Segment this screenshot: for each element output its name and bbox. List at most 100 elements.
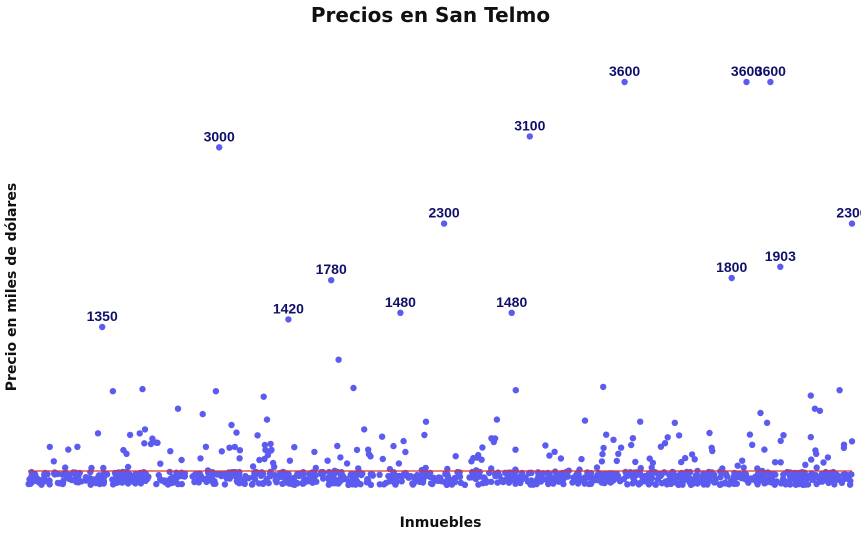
data-point <box>693 476 700 484</box>
data-point <box>488 478 495 485</box>
data-point <box>141 440 148 447</box>
data-point <box>376 471 383 478</box>
data-point <box>766 474 774 481</box>
data-point <box>816 407 824 414</box>
data-point <box>498 478 505 485</box>
data-point <box>615 450 622 457</box>
data-point <box>598 471 605 478</box>
data-point <box>361 426 368 433</box>
data-point <box>580 476 588 483</box>
data-point <box>717 473 724 481</box>
data-point <box>214 471 221 478</box>
labeled-data-point <box>397 309 404 316</box>
data-point <box>300 470 307 477</box>
data-point <box>221 481 229 488</box>
data-point <box>664 434 671 441</box>
point-label: 1903 <box>765 248 796 264</box>
data-point <box>46 481 53 488</box>
data-point <box>610 436 617 443</box>
data-point <box>569 479 576 486</box>
data-point <box>749 441 756 448</box>
data-point <box>65 446 72 453</box>
data-point <box>478 456 485 463</box>
data-point <box>218 448 225 455</box>
data-point <box>193 471 200 478</box>
data-point <box>335 356 342 363</box>
data-point <box>627 469 634 476</box>
data-point <box>202 443 210 450</box>
data-point <box>113 473 121 480</box>
data-point <box>768 479 775 486</box>
data-point <box>206 476 213 484</box>
labeled-data-point <box>216 144 223 151</box>
data-point <box>245 475 252 482</box>
data-point <box>61 464 69 471</box>
data-point <box>122 472 129 479</box>
data-point <box>682 454 689 462</box>
data-point <box>334 442 341 450</box>
labeled-data-point <box>99 323 106 331</box>
data-point <box>593 464 601 471</box>
data-point <box>46 443 53 451</box>
data-point <box>573 471 580 478</box>
data-point <box>763 479 770 486</box>
data-point <box>134 470 141 478</box>
data-point <box>725 481 733 488</box>
data-point <box>473 474 480 482</box>
data-point <box>488 465 495 472</box>
data-point <box>256 456 263 464</box>
data-point <box>136 430 143 437</box>
data-point <box>155 471 162 479</box>
data-point <box>230 471 237 479</box>
data-point <box>763 419 771 426</box>
data-point <box>100 464 107 472</box>
data-point <box>255 480 263 487</box>
data-point <box>28 473 35 480</box>
data-point <box>683 471 691 479</box>
data-point <box>804 481 812 488</box>
data-point <box>87 481 94 488</box>
data-point <box>527 481 534 488</box>
data-point <box>598 458 606 465</box>
data-point <box>337 454 344 461</box>
data-point <box>491 435 499 442</box>
data-point <box>777 459 784 466</box>
data-point <box>236 447 244 454</box>
data-point <box>74 443 81 450</box>
data-point <box>512 387 519 394</box>
data-point <box>525 470 533 477</box>
data-point <box>771 459 779 466</box>
data-point <box>780 432 787 439</box>
data-point <box>678 480 685 487</box>
data-point <box>445 473 452 481</box>
data-point <box>434 477 442 484</box>
data-point <box>832 476 839 483</box>
data-point <box>124 463 132 471</box>
data-point <box>542 442 549 449</box>
data-point <box>110 477 117 484</box>
data-point <box>708 469 715 476</box>
data-point <box>613 457 620 465</box>
data-point <box>88 464 95 472</box>
data-point <box>82 474 90 481</box>
data-point <box>533 480 540 488</box>
data-point <box>845 475 852 482</box>
data-point <box>398 478 405 485</box>
data-point <box>831 481 838 488</box>
data-point <box>668 475 676 482</box>
data-point <box>691 456 698 463</box>
data-point <box>267 440 274 448</box>
data-point <box>808 456 815 463</box>
data-point <box>398 473 406 480</box>
data-point <box>254 432 261 439</box>
data-point <box>365 446 372 453</box>
data-point <box>158 477 165 484</box>
data-point <box>178 456 185 464</box>
data-point <box>149 435 156 442</box>
data-point <box>73 478 80 486</box>
data-point <box>319 468 327 476</box>
data-point <box>825 479 832 487</box>
data-point <box>311 448 318 456</box>
data-point <box>420 468 427 476</box>
